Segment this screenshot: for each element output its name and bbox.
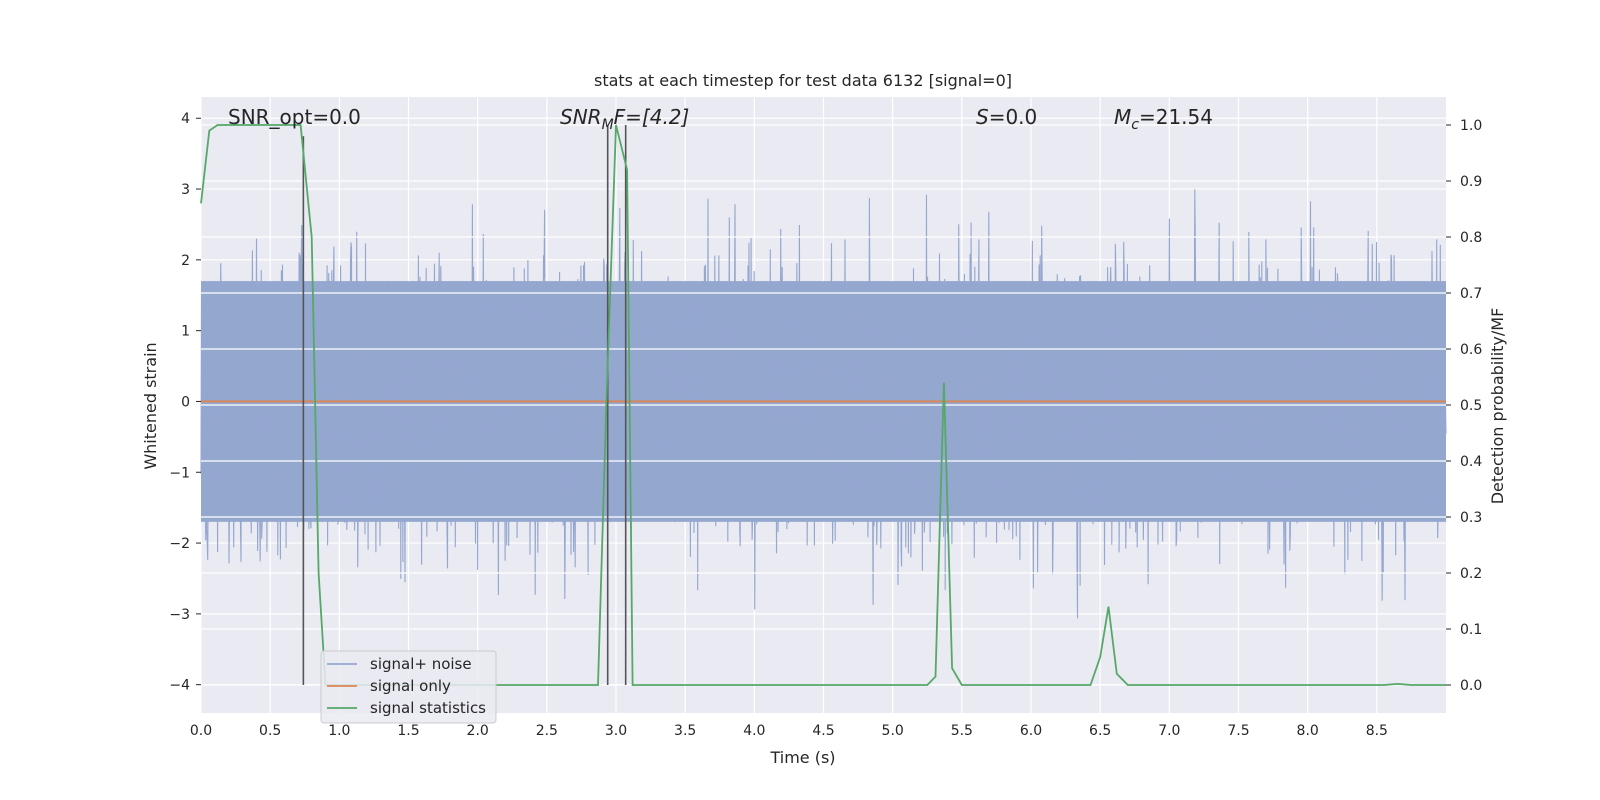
- x-tick-label: 0.0: [190, 723, 212, 739]
- annotation-s: S=0.0: [976, 105, 1037, 129]
- x-tick-label: 1.0: [328, 723, 350, 739]
- x-tick-label: 3.5: [674, 723, 696, 739]
- y-tick-label: −4: [169, 678, 190, 694]
- y2-tick-label: 0.8: [1460, 230, 1482, 246]
- legend-label-stats: signal statistics: [370, 699, 486, 717]
- legend-label-signal: signal only: [370, 677, 451, 695]
- y2-axis-ticks: 1.0 0.9 0.8 0.7 0.6 0.5 0.4 0.3 0.2 0.1 0.0: [1446, 118, 1482, 694]
- x-tick-label: 6.0: [1020, 723, 1042, 739]
- noise-trace: [200, 189, 1447, 619]
- y2-tick-label: 0.3: [1460, 510, 1482, 526]
- y2-tick-label: 0.1: [1460, 622, 1482, 638]
- x-tick-label: 4.0: [743, 723, 765, 739]
- legend: signal+ noise signal only signal statist…: [320, 650, 497, 724]
- x-tick-label: 2.0: [467, 723, 489, 739]
- y-tick-label: −3: [169, 607, 190, 623]
- y-tick-label: 2: [181, 253, 190, 269]
- x-tick-label: 7.0: [1158, 723, 1180, 739]
- y2-tick-label: 0.7: [1460, 286, 1482, 302]
- x-axis-label: Time (s): [769, 748, 835, 767]
- marker-lines: [302, 125, 627, 685]
- chart-title: stats at each timestep for test data 613…: [594, 71, 1012, 90]
- x-tick-label: 2.5: [536, 723, 558, 739]
- y-tick-label: 3: [181, 182, 190, 198]
- y2-tick-label: 0.2: [1460, 566, 1482, 582]
- y-axis-label: Whitened strain: [141, 342, 160, 469]
- x-tick-label: 8.0: [1297, 723, 1319, 739]
- signal-statistics-series: [200, 124, 1446, 686]
- annotation-snr-opt: SNR_opt=0.0: [228, 105, 361, 129]
- annotation-snr-mf: SNRMF=[4.2]: [560, 105, 689, 133]
- x-tick-label: 4.5: [812, 723, 834, 739]
- legend-box: [320, 650, 497, 724]
- x-tick-label: 3.0: [605, 723, 627, 739]
- x-tick-label: 7.5: [1227, 723, 1249, 739]
- y2-tick-label: 0.6: [1460, 342, 1482, 358]
- x-tick-label: 6.5: [1089, 723, 1111, 739]
- y2-tick-label: 0.5: [1460, 398, 1482, 414]
- x-axis-ticks: 0.0 0.5 1.0 1.5 2.0 2.5 3.0 3.5 4.0 4.5 5.0 5.5 6.0 6…: [190, 723, 1388, 739]
- y-tick-label: 0: [181, 394, 190, 410]
- y2-tick-label: 0.4: [1460, 454, 1482, 470]
- legend-label-noise: signal+ noise: [370, 655, 472, 673]
- y2-tick-label: 0.0: [1460, 678, 1482, 694]
- x-tick-label: 5.5: [951, 723, 973, 739]
- y-tick-label: −2: [169, 536, 190, 552]
- y-axis-ticks: 4 3 2 1 0 −1 −2 −3 −4: [169, 111, 201, 694]
- y-tick-label: 4: [181, 111, 190, 127]
- x-tick-label: 5.0: [882, 723, 904, 739]
- y2-axis-label: Detection probability/MF: [1488, 308, 1507, 505]
- y2-tick-label: 0.9: [1460, 174, 1482, 190]
- x-tick-label: 1.5: [397, 723, 419, 739]
- x-tick-label: 8.5: [1366, 723, 1388, 739]
- y-tick-label: −1: [169, 465, 190, 481]
- y-tick-label: 1: [181, 324, 190, 340]
- y2-tick-label: 1.0: [1460, 118, 1482, 134]
- x-tick-label: 0.5: [259, 723, 281, 739]
- annotation-mc: Mc=21.54: [1114, 105, 1213, 133]
